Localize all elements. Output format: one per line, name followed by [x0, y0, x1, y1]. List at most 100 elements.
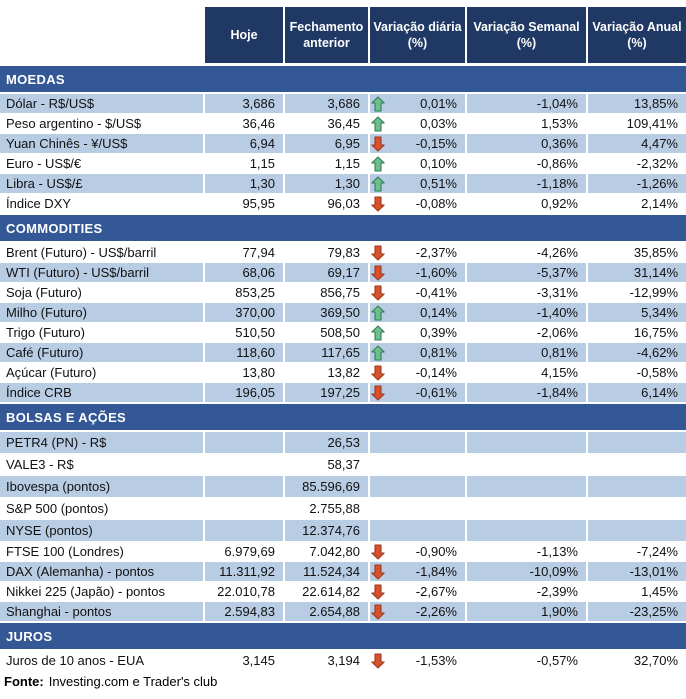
section-header-moedas[interactable]: MOEDAS: [0, 66, 686, 92]
variacao-diaria-cell[interactable]: 0,14%: [370, 303, 465, 322]
instrument-label-cell[interactable]: NYSE (pontos): [0, 520, 203, 541]
instrument-label-cell[interactable]: Nikkei 225 (Japão) - pontos: [6, 584, 165, 599]
variacao-semanal-cell[interactable]: 4,15%: [541, 365, 578, 380]
variacao-semanal-cell[interactable]: -1,40%: [467, 303, 586, 322]
fechamento-cell[interactable]: 197,25: [285, 383, 368, 402]
variacao-anual-cell[interactable]: [588, 520, 686, 541]
hoje-cell[interactable]: 36,46: [242, 116, 275, 131]
instrument-label-cell[interactable]: VALE3 - R$: [6, 457, 74, 472]
variacao-diaria-cell[interactable]: [370, 432, 465, 453]
instrument-label-cell[interactable]: Soja (Futuro): [6, 285, 82, 300]
instrument-label-cell[interactable]: Milho (Futuro): [0, 303, 203, 322]
instrument-label-cell[interactable]: Peso argentino - $/US$: [6, 116, 142, 131]
hoje-cell[interactable]: 1,30: [205, 174, 283, 193]
variacao-anual-cell[interactable]: 6,14%: [588, 383, 686, 402]
variacao-semanal-cell[interactable]: -10,09%: [467, 562, 586, 581]
variacao-semanal-cell[interactable]: -0,57%: [536, 653, 578, 668]
fechamento-cell[interactable]: 12.374,76: [285, 520, 368, 541]
instrument-label-cell[interactable]: Euro - US$/€: [6, 156, 82, 171]
column-header-variacao-diaria[interactable]: Variação diária (%): [370, 7, 465, 63]
hoje-cell[interactable]: 68,06: [205, 263, 283, 282]
variacao-anual-cell[interactable]: 2,14%: [641, 196, 678, 211]
variacao-anual-cell[interactable]: -23,25%: [588, 602, 686, 621]
hoje-cell[interactable]: 370,00: [205, 303, 283, 322]
variacao-semanal-cell[interactable]: -3,31%: [536, 285, 578, 300]
hoje-cell[interactable]: 196,05: [205, 383, 283, 402]
variacao-semanal-cell[interactable]: [467, 476, 586, 497]
hoje-cell[interactable]: 1,15: [249, 156, 275, 171]
variacao-semanal-cell[interactable]: 0,81%: [467, 343, 586, 362]
variacao-diaria-cell[interactable]: -0,14%: [370, 363, 465, 382]
hoje-cell[interactable]: 95,95: [242, 196, 275, 211]
fechamento-cell[interactable]: 3,686: [285, 94, 368, 113]
column-header-variacao-anual[interactable]: Variação Anual (%): [588, 7, 686, 63]
hoje-cell[interactable]: 22.010,78: [217, 584, 275, 599]
variacao-semanal-cell[interactable]: -2,06%: [536, 325, 578, 340]
variacao-semanal-cell[interactable]: -1,18%: [467, 174, 586, 193]
variacao-semanal-cell[interactable]: -1,84%: [467, 383, 586, 402]
variacao-diaria-cell[interactable]: 0,03%: [370, 114, 465, 133]
instrument-label-cell[interactable]: FTSE 100 (Londres): [6, 544, 124, 559]
section-header-bolsas-e-acoes[interactable]: BOLSAS E AÇÕES: [0, 404, 686, 430]
hoje-cell[interactable]: [205, 432, 283, 453]
fechamento-cell[interactable]: 1,30: [285, 174, 368, 193]
variacao-diaria-cell[interactable]: -1,84%: [370, 562, 465, 581]
fechamento-cell[interactable]: 58,37: [327, 457, 360, 472]
variacao-diaria-cell[interactable]: -2,37%: [370, 243, 465, 262]
variacao-semanal-cell[interactable]: -4,26%: [536, 245, 578, 260]
fechamento-cell[interactable]: 11.524,34: [285, 562, 368, 581]
variacao-anual-cell[interactable]: -13,01%: [588, 562, 686, 581]
fechamento-cell[interactable]: 369,50: [285, 303, 368, 322]
fechamento-cell[interactable]: 2.755,88: [309, 501, 360, 516]
fechamento-cell[interactable]: 7.042,80: [309, 544, 360, 559]
hoje-cell[interactable]: 853,25: [235, 285, 275, 300]
variacao-anual-cell[interactable]: 13,85%: [588, 94, 686, 113]
instrument-label-cell[interactable]: Yuan Chinês - ¥/US$: [0, 134, 203, 153]
fechamento-cell[interactable]: 1,15: [334, 156, 360, 171]
hoje-cell[interactable]: 3,686: [205, 94, 283, 113]
hoje-cell[interactable]: 510,50: [235, 325, 275, 340]
variacao-anual-cell[interactable]: -12,99%: [629, 285, 678, 300]
fechamento-cell[interactable]: 22.614,82: [302, 584, 360, 599]
variacao-semanal-cell[interactable]: [467, 432, 586, 453]
variacao-semanal-cell[interactable]: -1,04%: [467, 94, 586, 113]
variacao-diaria-cell[interactable]: -2,26%: [370, 602, 465, 621]
variacao-diaria-cell[interactable]: 0,51%: [370, 174, 465, 193]
instrument-label-cell[interactable]: Shanghai - pontos: [0, 602, 203, 621]
column-header-variacao-semanal[interactable]: Variação Semanal (%): [467, 7, 586, 63]
instrument-label-cell[interactable]: Libra - US$/£: [0, 174, 203, 193]
variacao-diaria-cell[interactable]: -0,61%: [370, 383, 465, 402]
fechamento-cell[interactable]: 26,53: [285, 432, 368, 453]
variacao-diaria-cell[interactable]: -1,53%: [370, 651, 465, 670]
variacao-diaria-cell[interactable]: 0,10%: [370, 154, 465, 173]
instrument-label-cell[interactable]: Juros de 10 anos - EUA: [6, 653, 145, 668]
variacao-diaria-cell[interactable]: -0,08%: [370, 194, 465, 213]
fechamento-cell[interactable]: 79,83: [327, 245, 360, 260]
variacao-diaria-cell[interactable]: -0,90%: [370, 542, 465, 561]
variacao-semanal-cell[interactable]: [467, 520, 586, 541]
hoje-cell[interactable]: 6,94: [205, 134, 283, 153]
variacao-diaria-cell[interactable]: 0,39%: [370, 323, 465, 342]
hoje-cell[interactable]: 118,60: [205, 343, 283, 362]
hoje-cell[interactable]: [205, 498, 283, 519]
fechamento-cell[interactable]: 85.596,69: [285, 476, 368, 497]
instrument-label-cell[interactable]: DAX (Alemanha) - pontos: [0, 562, 203, 581]
hoje-cell[interactable]: 13,80: [242, 365, 275, 380]
variacao-anual-cell[interactable]: 31,14%: [588, 263, 686, 282]
hoje-cell[interactable]: 77,94: [242, 245, 275, 260]
variacao-anual-cell[interactable]: 109,41%: [626, 116, 678, 131]
variacao-anual-cell[interactable]: -7,24%: [636, 544, 678, 559]
variacao-diaria-cell[interactable]: 0,81%: [370, 343, 465, 362]
variacao-diaria-cell[interactable]: -0,41%: [370, 283, 465, 302]
variacao-semanal-cell[interactable]: 1,90%: [467, 602, 586, 621]
instrument-label-cell[interactable]: PETR4 (PN) - R$: [0, 432, 203, 453]
variacao-semanal-cell[interactable]: [467, 498, 586, 519]
variacao-anual-cell[interactable]: [588, 498, 686, 519]
variacao-diaria-cell[interactable]: [370, 498, 465, 519]
variacao-diaria-cell[interactable]: -2,67%: [370, 582, 465, 601]
fechamento-cell[interactable]: 508,50: [320, 325, 360, 340]
instrument-label-cell[interactable]: Brent (Futuro) - US$/barril: [6, 245, 157, 260]
hoje-cell[interactable]: 2.594,83: [205, 602, 283, 621]
variacao-anual-cell[interactable]: [588, 476, 686, 497]
hoje-cell[interactable]: 11.311,92: [205, 562, 283, 581]
